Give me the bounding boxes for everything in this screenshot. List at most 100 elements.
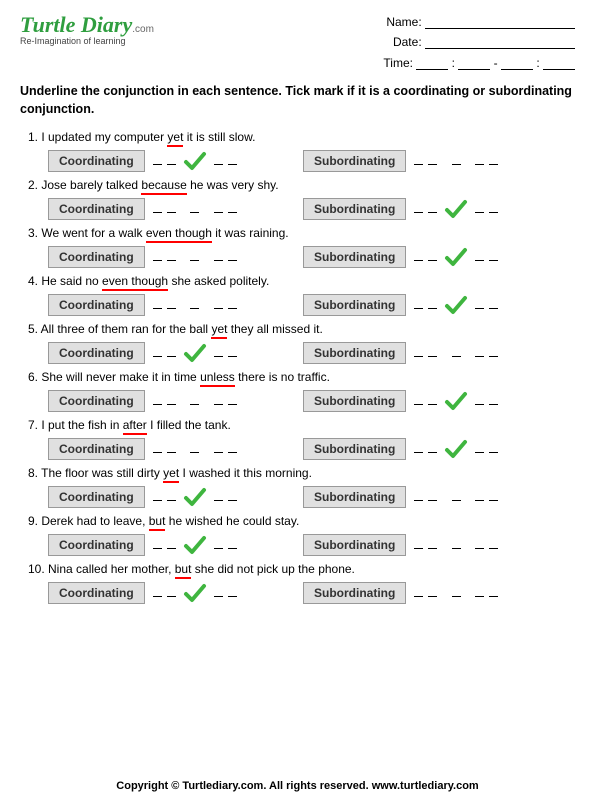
conjunction-underline: after [123, 418, 147, 435]
answer-dashes [153, 151, 237, 171]
question: 1. I updated my computer yet it is still… [20, 130, 575, 172]
answer-row: Coordinating Subordinating [28, 438, 575, 460]
time-blank[interactable] [416, 58, 448, 70]
subordinating-button[interactable]: Subordinating [303, 150, 406, 172]
name-label: Name: [386, 15, 421, 29]
coordinating-button[interactable]: Coordinating [48, 390, 145, 412]
question: 6. She will never make it in time unless… [20, 370, 575, 412]
answer-dashes [414, 295, 498, 315]
conjunction-underline: yet [167, 130, 183, 147]
question-text: 7. I put the fish in after I filled the … [28, 418, 575, 432]
coord-col: Coordinating [48, 198, 303, 220]
question-text: 3. We went for a walk even though it was… [28, 226, 575, 240]
coordinating-button[interactable]: Coordinating [48, 198, 145, 220]
coord-col: Coordinating [48, 486, 303, 508]
answer-row: Coordinating Subordinating [28, 150, 575, 172]
conjunction-underline: unless [200, 370, 235, 387]
answer-dashes [153, 343, 237, 363]
subordinating-button[interactable]: Subordinating [303, 582, 406, 604]
subordinating-button[interactable]: Subordinating [303, 246, 406, 268]
question-text: 1. I updated my computer yet it is still… [28, 130, 575, 144]
answer-dashes [153, 397, 237, 405]
coord-col: Coordinating [48, 390, 303, 412]
coord-col: Coordinating [48, 342, 303, 364]
coordinating-button[interactable]: Coordinating [48, 582, 145, 604]
answer-dashes [414, 199, 498, 219]
question: 4. He said no even though she asked poli… [20, 274, 575, 316]
subordinating-button[interactable]: Subordinating [303, 198, 406, 220]
name-blank[interactable] [425, 17, 575, 29]
subordinating-button[interactable]: Subordinating [303, 438, 406, 460]
answer-row: Coordinating Subordinating [28, 486, 575, 508]
answer-dashes [153, 487, 237, 507]
questions-container: 1. I updated my computer yet it is still… [20, 130, 575, 604]
coord-col: Coordinating [48, 246, 303, 268]
conjunction-underline: because [141, 178, 186, 195]
question-text: 8. The floor was still dirty yet I washe… [28, 466, 575, 480]
answer-dashes [414, 493, 498, 501]
coordinating-button[interactable]: Coordinating [48, 342, 145, 364]
subord-col: Subordinating [303, 150, 558, 172]
header: Turtle Diary.com Re-Imagination of learn… [20, 12, 575, 73]
footer: Copyright © Turtlediary.com. All rights … [0, 780, 595, 792]
question: 8. The floor was still dirty yet I washe… [20, 466, 575, 508]
subordinating-button[interactable]: Subordinating [303, 342, 406, 364]
question-text: 4. He said no even though she asked poli… [28, 274, 575, 288]
answer-dashes [153, 535, 237, 555]
time-blank[interactable] [458, 58, 490, 70]
conjunction-underline: yet [211, 322, 227, 339]
time-blank[interactable] [501, 58, 533, 70]
coord-col: Coordinating [48, 582, 303, 604]
subord-col: Subordinating [303, 246, 558, 268]
logo: Turtle Diary.com Re-Imagination of learn… [20, 12, 154, 73]
answer-dashes [153, 301, 237, 309]
date-label: Date: [393, 35, 422, 49]
answer-dashes [414, 157, 498, 165]
subordinating-button[interactable]: Subordinating [303, 534, 406, 556]
question: 10. Nina called her mother, but she did … [20, 562, 575, 604]
subordinating-button[interactable]: Subordinating [303, 390, 406, 412]
date-blank[interactable] [425, 37, 575, 49]
question: 5. All three of them ran for the ball ye… [20, 322, 575, 364]
answer-dashes [153, 445, 237, 453]
answer-dashes [414, 391, 498, 411]
answer-dashes [414, 247, 498, 267]
answer-row: Coordinating Subordinating [28, 390, 575, 412]
logo-com: .com [132, 24, 154, 35]
coordinating-button[interactable]: Coordinating [48, 294, 145, 316]
answer-dashes [414, 439, 498, 459]
conjunction-underline: even though [146, 226, 212, 243]
subord-col: Subordinating [303, 582, 558, 604]
answer-row: Coordinating Subordinating [28, 246, 575, 268]
question: 3. We went for a walk even though it was… [20, 226, 575, 268]
conjunction-underline: but [149, 514, 166, 531]
instruction: Underline the conjunction in each senten… [20, 83, 575, 118]
coord-col: Coordinating [48, 294, 303, 316]
coordinating-button[interactable]: Coordinating [48, 246, 145, 268]
answer-row: Coordinating Subordinating [28, 198, 575, 220]
question: 2. Jose barely talked because he was ver… [20, 178, 575, 220]
subordinating-button[interactable]: Subordinating [303, 486, 406, 508]
subordinating-button[interactable]: Subordinating [303, 294, 406, 316]
coordinating-button[interactable]: Coordinating [48, 150, 145, 172]
coordinating-button[interactable]: Coordinating [48, 486, 145, 508]
question-text: 10. Nina called her mother, but she did … [28, 562, 575, 576]
coordinating-button[interactable]: Coordinating [48, 534, 145, 556]
time-label: Time: [383, 56, 413, 70]
coord-col: Coordinating [48, 534, 303, 556]
subord-col: Subordinating [303, 198, 558, 220]
answer-row: Coordinating Subordinating [28, 342, 575, 364]
answer-dashes [153, 583, 237, 603]
subord-col: Subordinating [303, 438, 558, 460]
answer-dashes [414, 541, 498, 549]
answer-dashes [414, 589, 498, 597]
subord-col: Subordinating [303, 342, 558, 364]
coord-col: Coordinating [48, 150, 303, 172]
answer-dashes [153, 253, 237, 261]
conjunction-underline: but [175, 562, 192, 579]
time-blank[interactable] [543, 58, 575, 70]
conjunction-underline: yet [163, 466, 179, 483]
coordinating-button[interactable]: Coordinating [48, 438, 145, 460]
meta-block: Name: Date: Time: : - : [383, 12, 575, 73]
subord-col: Subordinating [303, 294, 558, 316]
